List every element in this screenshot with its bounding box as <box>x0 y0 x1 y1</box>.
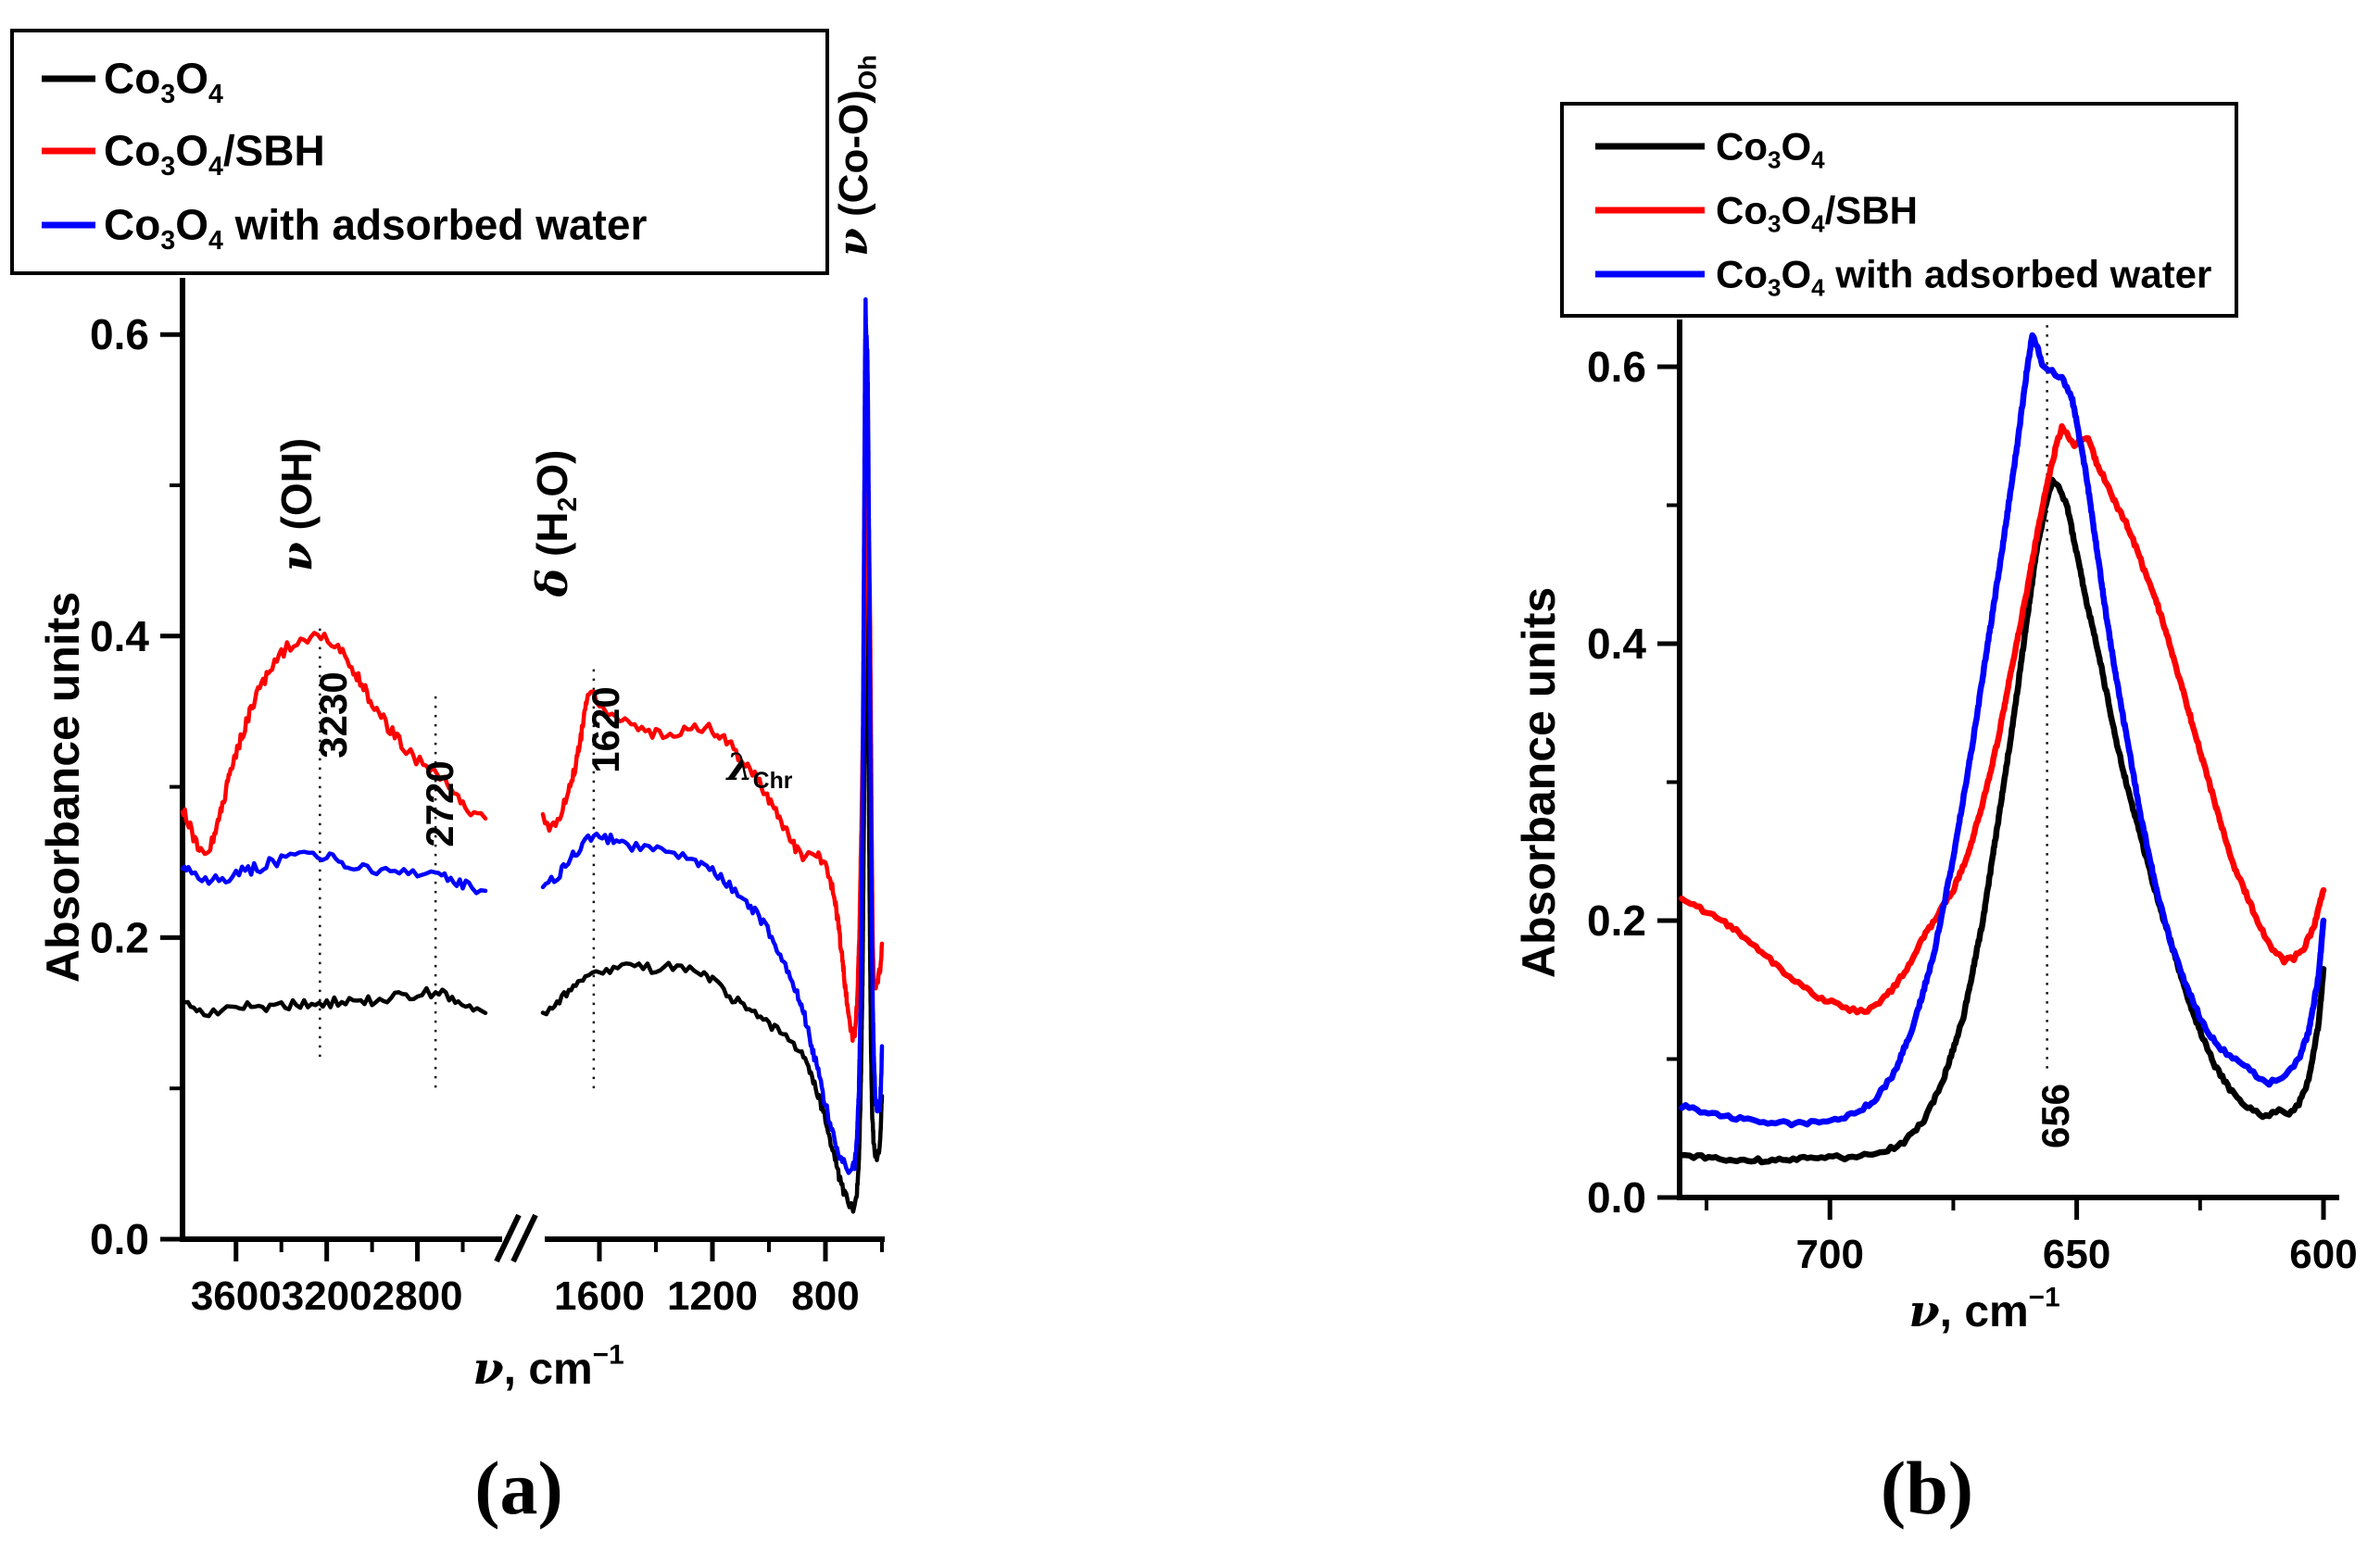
x-tick-label-1600: 1600 <box>554 1273 645 1319</box>
legend-a: Co3O4 Co3O4/SBH Co3O4 with adsorbed water <box>10 29 829 275</box>
curve-co3o4 <box>180 550 885 1214</box>
annotation-label-a-4: 1620 <box>584 686 627 772</box>
annotation-label-a-1: 3230 <box>311 671 355 758</box>
legend-label: Co3O4/SBH <box>1716 188 1918 237</box>
panel-a: 3600 3200 2800 1600 1200 800 0.0 0.2 0.4 0.6 ν (OH… <box>10 29 885 1395</box>
x-tick-label-650: 650 <box>2043 1232 2110 1277</box>
curve-co3o4-sbh <box>1679 422 2327 1016</box>
legend-label: Co3O4 <box>104 55 223 109</box>
y-tick-label-0.6: 0.6 <box>90 310 149 358</box>
panels-group: 3600 3200 2800 1600 1200 800 0.0 0.2 0.4 0.6 ν (OH… <box>10 29 2358 1395</box>
x-tick-label-2800: 2800 <box>372 1273 463 1319</box>
curve-co3o4-with-adsorbed-water <box>180 296 885 1175</box>
y-axis-label-a: Absorbance units <box>37 592 89 983</box>
legend-entry-a-0: Co3O4 <box>42 55 223 109</box>
annotation-label-a-6: ν (Co-O)Oh <box>830 55 882 256</box>
axis-break-icon <box>494 1213 538 1263</box>
y-tick-label-0.6: 0.6 <box>1587 343 1646 391</box>
legend-label: Co3O4 <box>1716 124 1825 173</box>
x-axis-label-b: ν, cm−1 <box>1908 1282 2059 1337</box>
y-axis-a: 0.0 0.2 0.4 0.6 <box>90 278 185 1263</box>
annotation-label-a-3: δ (H2O) <box>527 450 583 598</box>
caption-b: (b) <box>1881 1446 1973 1530</box>
x-axis-b: 700 650 600 <box>1680 1195 2358 1277</box>
legend-label: Co3O4 with adsorbed water <box>1716 252 2211 301</box>
x-tick-label-600: 600 <box>2289 1232 2357 1277</box>
legend-label: Co3O4/SBH <box>104 127 325 182</box>
caption-a: (a) <box>474 1446 563 1530</box>
x-tick-label-700: 700 <box>1796 1232 1864 1277</box>
legend-b: Co3O4 Co3O4/SBH Co3O4 with adsorbed water <box>1560 102 2238 318</box>
y-axis-label-b: Absorbance units <box>1513 587 1565 978</box>
y-tick-label-0.4: 0.4 <box>1587 620 1646 668</box>
x-axis-a: 3600 3200 2800 1600 1200 800 <box>183 1213 885 1319</box>
curve-co3o4 <box>1679 476 2327 1166</box>
legend-entry-a-2: Co3O4 with adsorbed water <box>42 201 647 256</box>
curve-co3o4-with-adsorbed-water <box>1679 332 2327 1129</box>
annotation-label-a-5: λChr <box>725 746 793 794</box>
y-tick-label-0.2: 0.2 <box>90 913 149 961</box>
legend-entry-a-1: Co3O4/SBH <box>42 127 325 182</box>
x-tick-label-3600: 3600 <box>191 1273 282 1319</box>
legend-label: Co3O4 with adsorbed water <box>104 201 647 256</box>
y-tick-label-0.4: 0.4 <box>90 612 149 660</box>
x-tick-label-3200: 3200 <box>282 1273 372 1319</box>
y-tick-label-0.0: 0.0 <box>1587 1173 1646 1222</box>
legend-entry-b-2: Co3O4 with adsorbed water <box>1595 252 2211 302</box>
annotation-label-b-0: 656 <box>2034 1084 2077 1148</box>
legend-entry-b-1: Co3O4/SBH <box>1595 188 1918 238</box>
annotation-label-a-2: 2720 <box>418 760 461 846</box>
y-tick-label-0.2: 0.2 <box>1587 897 1646 945</box>
legend-entry-b-0: Co3O4 <box>1595 124 1825 174</box>
annotation-label-a-0: ν (OH) <box>271 438 321 571</box>
x-axis-label-a: ν, cm−1 <box>472 1339 623 1395</box>
y-tick-label-0.0: 0.0 <box>90 1215 149 1263</box>
x-tick-label-800: 800 <box>791 1273 859 1319</box>
x-tick-label-1200: 1200 <box>667 1273 758 1319</box>
y-axis-b: 0.0 0.2 0.4 0.6 <box>1587 320 1682 1222</box>
